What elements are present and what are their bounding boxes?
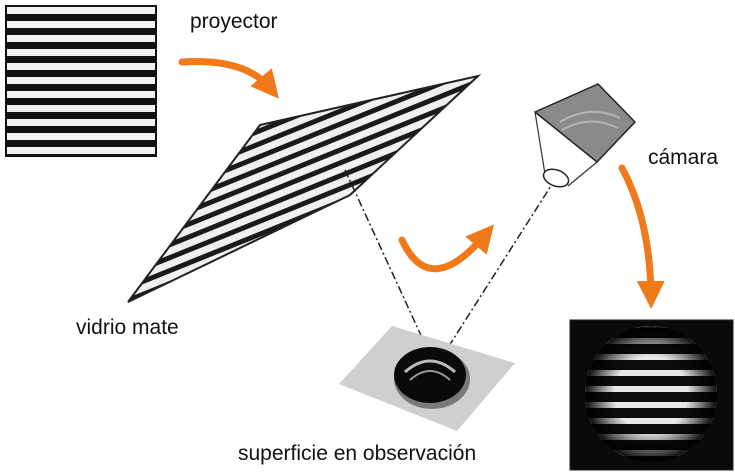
surface-label: superficie en observación [238,442,477,465]
ground-glass-plane [127,74,482,303]
projector-label: proyector [190,10,278,33]
camera-icon [533,83,637,188]
curved-arrow-icon [618,164,665,309]
curved-arrow-icon [398,224,495,273]
ground-glass-label: vidrio mate [76,316,179,339]
camera-label: cámara [648,146,719,169]
projector-pattern [5,5,157,157]
curved-arrow-icon [178,58,279,99]
optical-path-lines [344,169,557,361]
surface-under-test [339,326,515,431]
camera-output-image [569,319,734,471]
